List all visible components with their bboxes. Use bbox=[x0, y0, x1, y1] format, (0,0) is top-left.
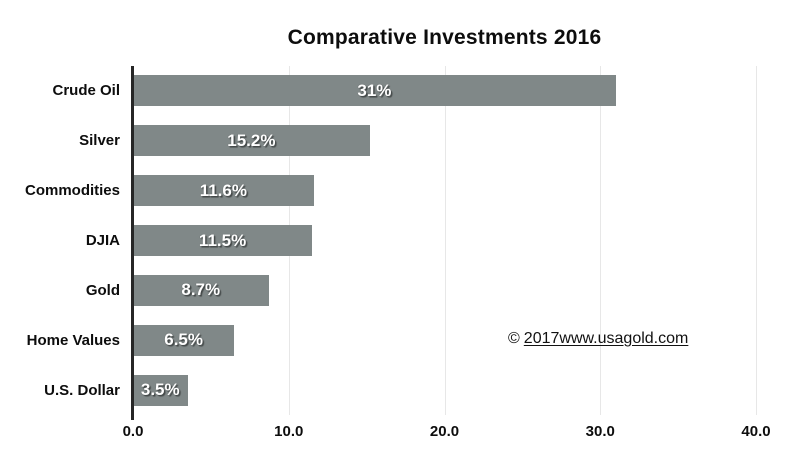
category-label: Home Values bbox=[26, 331, 120, 349]
copyright-link-text: 2017www.usagold.com bbox=[523, 330, 689, 347]
x-tick-label: 20.0 bbox=[429, 423, 460, 440]
bar-row: 3.5% bbox=[133, 374, 756, 406]
category-label: Crude Oil bbox=[52, 82, 120, 100]
bar: 11.5% bbox=[133, 225, 313, 256]
copyright-symbol: © bbox=[508, 330, 520, 347]
bar-row: 15.2% bbox=[133, 125, 756, 157]
bar-value-label: 11.6% bbox=[199, 180, 247, 200]
bar-value-label: 15.2% bbox=[227, 130, 276, 150]
x-tick-label: 40.0 bbox=[741, 423, 771, 440]
bar-value-label: 6.5% bbox=[164, 330, 203, 350]
category-axis: Crude Oil Silver Commodities DJIA Gold Home V… bbox=[0, 66, 120, 415]
x-axis-ticks: 0.0 10.0 20.0 30.0 40.0 bbox=[123, 423, 771, 443]
bar-row: 6.5% bbox=[133, 324, 756, 356]
bar: 3.5% bbox=[133, 374, 188, 406]
y-axis-line bbox=[131, 66, 134, 420]
x-tick-label: 0.0 bbox=[122, 423, 144, 440]
x-tick-label: 30.0 bbox=[585, 423, 615, 440]
bar: 11.6% bbox=[133, 175, 314, 207]
copyright: © 2017www.usagold.com bbox=[508, 330, 688, 348]
bar-value-label: 8.7% bbox=[181, 280, 221, 300]
bar: 15.2% bbox=[133, 125, 370, 157]
bar-row: 31% bbox=[133, 75, 756, 107]
chart-title: Comparative Investments 2016 bbox=[287, 26, 602, 49]
category-label: U.S. Dollar bbox=[44, 381, 120, 399]
gridline bbox=[600, 66, 602, 415]
bar-row: 11.6% bbox=[133, 175, 756, 207]
gridline bbox=[444, 66, 446, 415]
category-label: Silver bbox=[79, 132, 120, 150]
bar-row: 11.5% bbox=[133, 225, 756, 256]
bar-value-label: 3.5% bbox=[140, 380, 180, 400]
category-label: Commodities bbox=[24, 182, 120, 200]
gridline bbox=[756, 66, 757, 415]
bar-value-label: 31% bbox=[357, 80, 392, 100]
bar: 31% bbox=[133, 75, 616, 107]
bar: 6.5% bbox=[133, 324, 235, 356]
plot-area: 31% 15.2% 11.6% 11.5% 8.7% 6.5% 3.5% bbox=[133, 66, 757, 415]
category-label: Gold bbox=[85, 281, 120, 299]
category-label: DJIA bbox=[85, 231, 120, 249]
x-tick-label: 10.0 bbox=[274, 423, 304, 440]
bar-row: 8.7% bbox=[133, 274, 756, 306]
bar: 8.7% bbox=[133, 274, 269, 306]
bar-value-label: 11.5% bbox=[198, 230, 247, 250]
